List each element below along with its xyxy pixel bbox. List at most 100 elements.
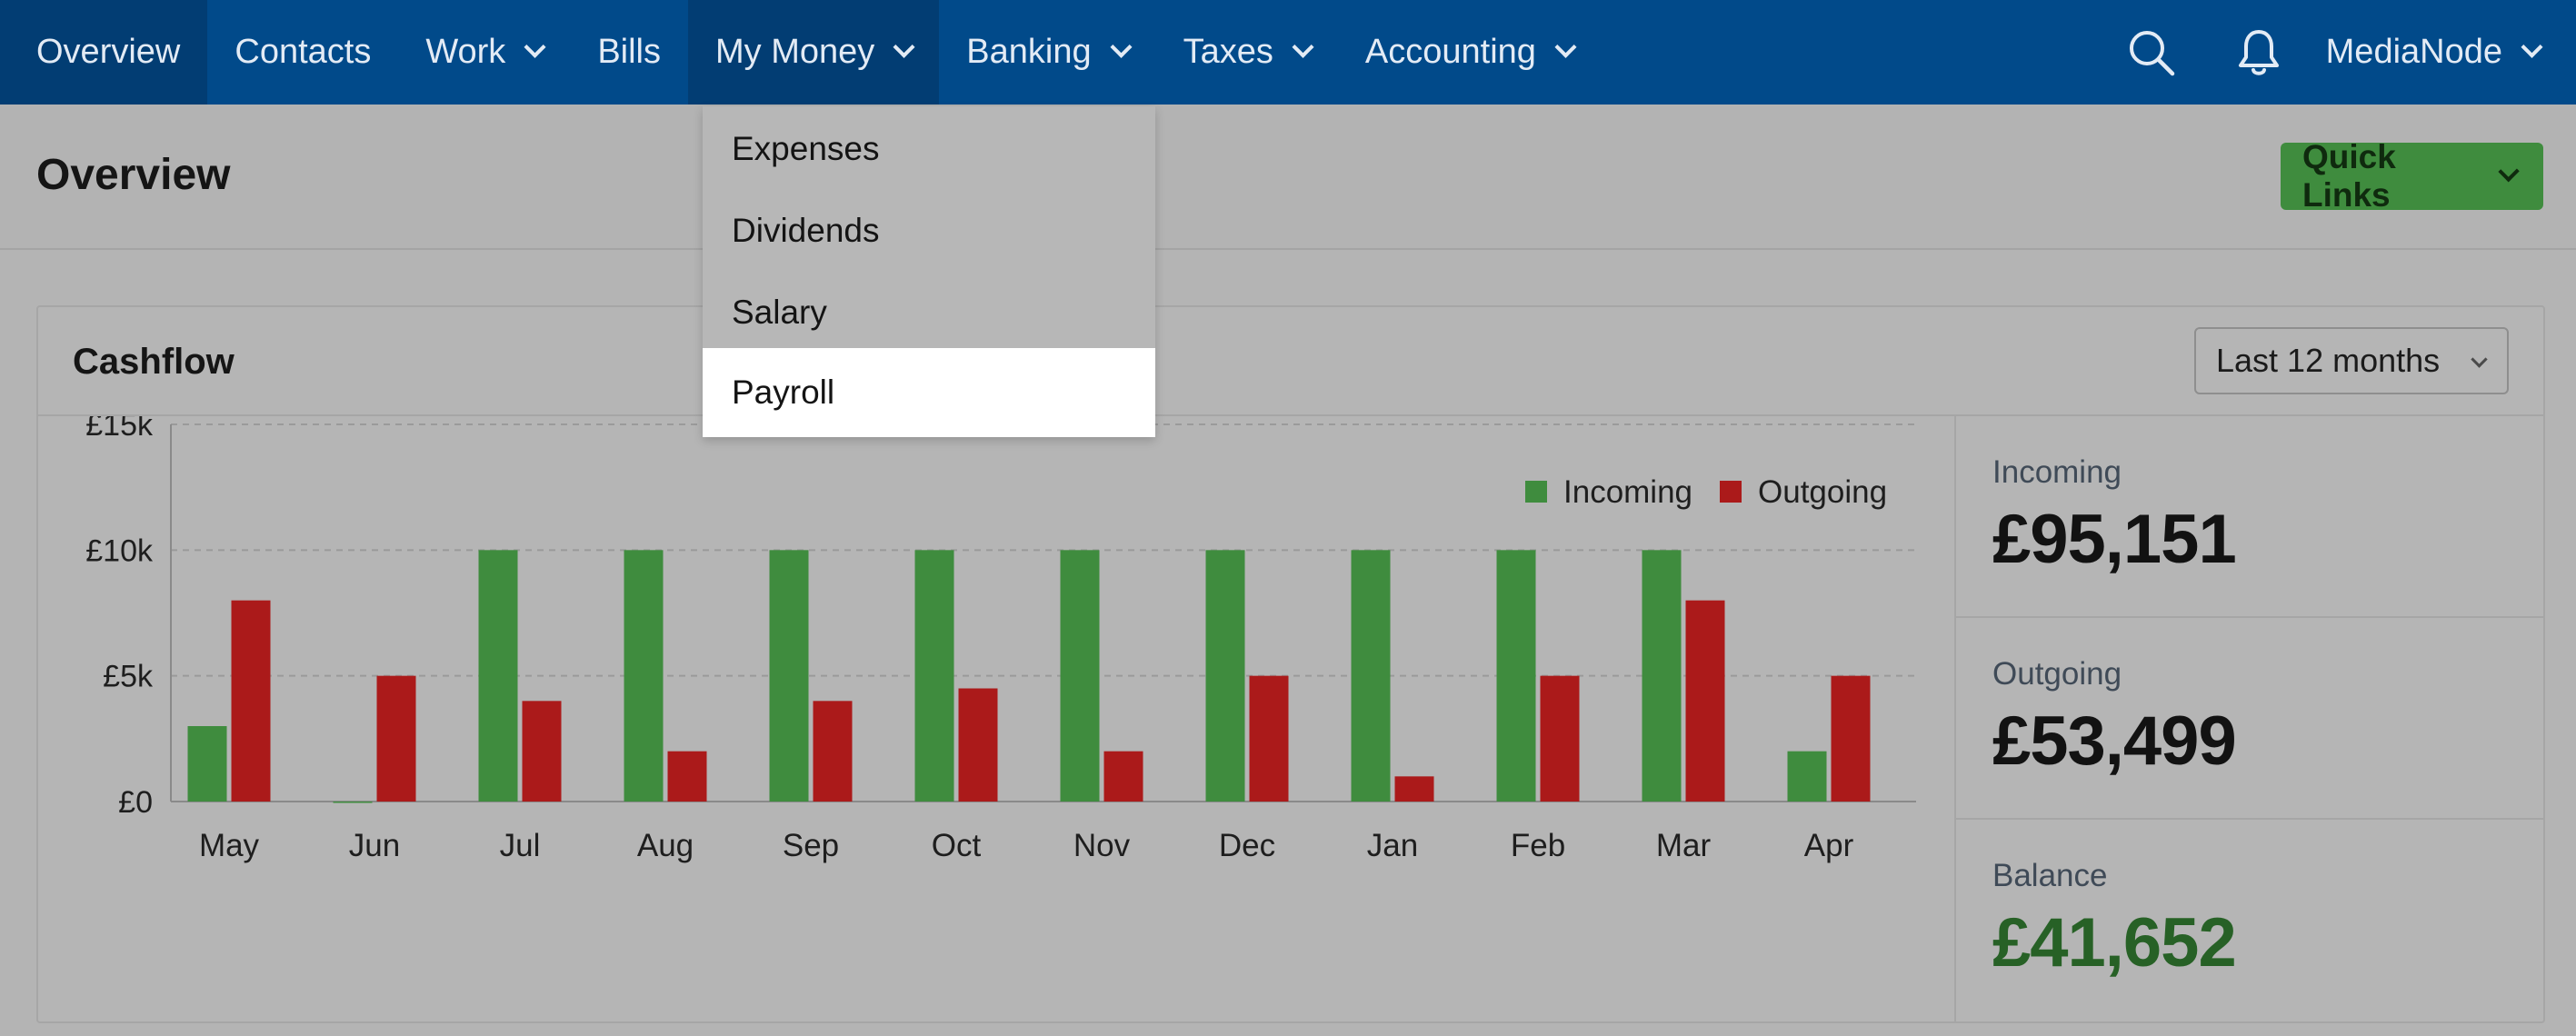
- menu-item-salary[interactable]: Salary: [703, 272, 1155, 354]
- x-tick-label: Jan: [1367, 828, 1418, 863]
- account-menu[interactable]: MediaNode: [2295, 0, 2576, 105]
- bar-outgoing: [813, 701, 853, 802]
- date-range-select[interactable]: Last 12 months: [2194, 327, 2509, 394]
- incoming-value: £95,151: [1992, 501, 2237, 578]
- balance-label: Balance: [1992, 858, 2108, 893]
- incoming-stat: Incoming £95,151: [1956, 416, 2543, 618]
- card-header: Cashflow Last 12 months: [38, 307, 2543, 416]
- balance-value: £41,652: [1992, 904, 2237, 981]
- x-tick-label: Mar: [1656, 828, 1712, 863]
- page-header: Overview Quick Links: [0, 105, 2576, 250]
- bar-incoming: [769, 550, 809, 802]
- chevron-down-icon: [2521, 35, 2543, 58]
- bar-outgoing: [958, 688, 998, 802]
- bar-incoming: [1351, 550, 1391, 802]
- nav-taxes[interactable]: Taxes: [1156, 0, 1338, 105]
- bar-incoming: [1205, 550, 1245, 802]
- bar-outgoing: [1685, 600, 1725, 802]
- x-tick-label: Sep: [783, 828, 839, 863]
- chevron-down-icon: [1292, 35, 1314, 58]
- bar-incoming: [1642, 550, 1682, 802]
- y-tick-label: £0: [118, 785, 153, 820]
- bar-outgoing: [1831, 675, 1871, 802]
- x-tick-label: Jul: [500, 828, 541, 863]
- nav-work[interactable]: Work: [398, 0, 570, 105]
- quick-links-label: Quick Links: [2302, 138, 2396, 214]
- x-tick-label: Apr: [1804, 828, 1854, 863]
- card-title: Cashflow: [73, 342, 235, 382]
- x-tick-label: Dec: [1219, 828, 1275, 863]
- cashflow-card: Cashflow Last 12 months £0 £5k £10k £15k May…: [36, 305, 2545, 1023]
- menu-item-dividends[interactable]: Dividends: [703, 190, 1155, 272]
- bar-outgoing: [376, 675, 416, 802]
- balance-stat: Balance £41,652: [1956, 820, 2543, 1021]
- chevron-down-icon: [893, 35, 915, 58]
- bar-incoming: [1060, 550, 1100, 802]
- nav-bills[interactable]: Bills: [570, 0, 688, 105]
- bar-outgoing: [522, 701, 562, 802]
- x-tick-label: Feb: [1511, 828, 1565, 863]
- x-tick-label: Aug: [637, 828, 694, 863]
- nav-label: Taxes: [1183, 33, 1273, 71]
- menu-item-payroll[interactable]: Payroll: [703, 348, 1155, 437]
- x-tick-label: Nov: [1073, 828, 1131, 863]
- outgoing-stat: Outgoing £53,499: [1956, 618, 2543, 820]
- y-tick-label: £15k: [85, 416, 154, 443]
- nav-my-money[interactable]: My Money: [688, 0, 940, 105]
- menu-item-label: Dividends: [732, 212, 880, 249]
- chevron-down-icon: [1554, 35, 1577, 58]
- bar-outgoing: [1394, 776, 1434, 802]
- x-tick-label: Jun: [349, 828, 400, 863]
- bar-outgoing: [1249, 675, 1289, 802]
- legend-label-outgoing: Outgoing: [1758, 474, 1887, 510]
- outgoing-label: Outgoing: [1992, 656, 2122, 692]
- my-money-dropdown: Expenses Dividends Salary Payroll: [703, 106, 1155, 437]
- bar-incoming: [478, 550, 518, 802]
- nav-banking[interactable]: Banking: [939, 0, 1155, 105]
- bell-icon: [2238, 29, 2279, 75]
- bar-outgoing: [1540, 675, 1580, 802]
- nav-label: Banking: [966, 33, 1092, 71]
- bar-incoming: [624, 550, 664, 802]
- nav-contacts[interactable]: Contacts: [207, 0, 398, 105]
- nav-label: My Money: [715, 33, 875, 71]
- nav-label: Overview: [36, 33, 181, 71]
- legend-swatch-outgoing: [1720, 481, 1742, 503]
- bar-outgoing: [1103, 751, 1143, 802]
- chevron-down-icon: [1110, 35, 1133, 58]
- page-title: Overview: [36, 151, 231, 199]
- menu-item-label: Payroll: [732, 374, 835, 411]
- outgoing-value: £53,499: [1992, 702, 2237, 780]
- nav-right-tools: MediaNode: [2115, 0, 2576, 105]
- cashflow-chart-area: £0 £5k £10k £15k May Jun Jul Aug Sep Oct Nov Dec Jan…: [38, 416, 1954, 1021]
- date-range-value: Last 12 months: [2216, 342, 2441, 379]
- menu-item-label: Salary: [732, 294, 827, 331]
- nav-overview[interactable]: Overview: [0, 0, 208, 105]
- x-tick-label: May: [199, 828, 260, 863]
- search-icon: [2129, 30, 2174, 75]
- cashflow-chart: £0 £5k £10k £15k May Jun Jul Aug Sep Oct Nov Dec Jan…: [85, 416, 1916, 863]
- nav-accounting[interactable]: Accounting: [1338, 0, 1601, 105]
- search-button[interactable]: [2115, 0, 2188, 105]
- bar-incoming: [1787, 751, 1827, 802]
- x-tick-label: Oct: [932, 828, 982, 863]
- bar-incoming: [914, 550, 954, 802]
- menu-item-label: Expenses: [732, 130, 880, 167]
- quick-links-button[interactable]: Quick Links: [2281, 138, 2543, 214]
- legend-swatch-incoming: [1525, 481, 1547, 503]
- incoming-label: Incoming: [1992, 454, 2122, 490]
- top-navigation: Overview Contacts Work Bills My Money Ba…: [0, 0, 2576, 105]
- cashflow-summary: Incoming £95,151 Outgoing £53,499 Balanc…: [1954, 416, 2543, 1021]
- account-name: MediaNode: [2325, 33, 2502, 71]
- nav-label: Bills: [597, 33, 661, 71]
- chevron-down-icon: [2497, 160, 2520, 183]
- bar-outgoing: [231, 600, 271, 802]
- bar-incoming: [1496, 550, 1536, 802]
- y-tick-label: £10k: [85, 533, 154, 568]
- y-tick-label: £5k: [103, 660, 154, 694]
- nav-label: Work: [425, 33, 506, 71]
- legend-label-incoming: Incoming: [1563, 474, 1692, 510]
- menu-item-expenses[interactable]: Expenses: [703, 108, 1155, 190]
- notifications-button[interactable]: [2222, 0, 2295, 105]
- bar-outgoing: [667, 751, 707, 802]
